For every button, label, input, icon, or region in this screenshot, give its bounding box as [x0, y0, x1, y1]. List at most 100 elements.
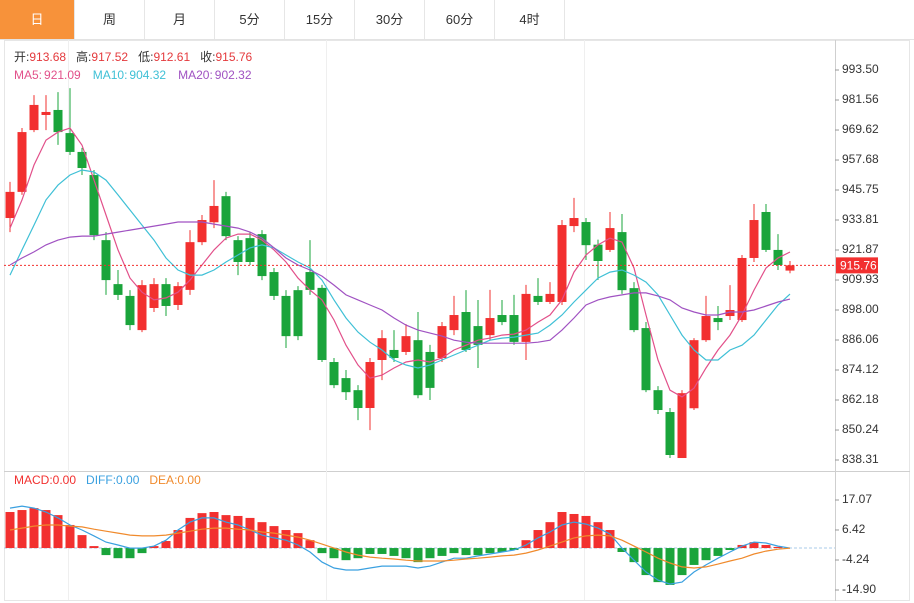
macd-bar	[677, 548, 687, 576]
candle-body	[317, 287, 327, 361]
candle-body	[629, 288, 639, 331]
macd-bar	[449, 548, 459, 554]
y-tick-label: 898.00	[842, 302, 879, 316]
period-tabs: 日周月 5分 15分 30分 60分 4时	[0, 0, 914, 40]
candle-body	[377, 338, 387, 361]
candle-body	[485, 318, 495, 336]
macd-bar	[377, 548, 387, 554]
y-tick-label: 933.81	[842, 212, 879, 226]
candle-body	[689, 340, 699, 409]
candle-body	[5, 191, 15, 219]
macd-bar	[413, 548, 423, 563]
y-tick-label: 6.42	[842, 522, 866, 536]
macd-bar	[161, 541, 171, 549]
candle-body	[521, 293, 531, 342]
legend-value: 921.09	[44, 68, 81, 82]
candle-body	[713, 318, 723, 323]
legend-value: 917.52	[91, 50, 128, 64]
candle-body	[437, 326, 447, 358]
candle-body	[401, 336, 411, 352]
y-tick-label: 969.62	[842, 122, 879, 136]
macd-bar	[89, 546, 99, 549]
macd-bar	[581, 515, 591, 549]
candle-body	[77, 151, 87, 169]
last-price-box	[836, 257, 878, 274]
macd-bar	[209, 512, 219, 549]
macd-bar	[461, 548, 471, 556]
candle-body	[17, 132, 27, 192]
candle-body	[461, 312, 471, 350]
candle-body	[677, 393, 687, 459]
candle-body	[245, 238, 255, 262]
legend-value: 915.76	[215, 50, 252, 64]
candle-body	[353, 390, 363, 409]
macd-bar	[17, 510, 27, 549]
macd-bar	[305, 540, 315, 549]
indicator-line	[9, 505, 791, 585]
legend-label: MA20:	[178, 68, 213, 82]
y-tick-label: 850.24	[842, 422, 879, 436]
macd-bar	[173, 530, 183, 549]
period-tab[interactable]: 5分	[215, 0, 285, 39]
period-tab[interactable]: 周	[75, 0, 145, 39]
macd-bar	[293, 533, 303, 549]
macd-bar	[617, 548, 627, 552]
candle-body	[569, 218, 579, 227]
macd-bar	[113, 548, 123, 559]
candle-body	[533, 295, 543, 302]
y-tick-label: 838.31	[842, 452, 879, 466]
macd-bar	[641, 548, 651, 576]
candle-body	[137, 285, 147, 331]
macd-bar	[605, 530, 615, 549]
macd-bar	[185, 517, 195, 549]
frame	[4, 40, 910, 601]
candle-body	[425, 351, 435, 388]
y-tick-label: 874.12	[842, 362, 879, 376]
indicator-line	[9, 524, 791, 569]
y-tick-label: 957.68	[842, 152, 879, 166]
candle-body	[761, 211, 771, 250]
macd-bar	[701, 548, 711, 561]
period-tab[interactable]: 日	[0, 0, 75, 39]
candle-body	[329, 362, 339, 386]
macd-bar	[77, 535, 87, 549]
macd-bar	[425, 548, 435, 559]
macd-bar	[521, 540, 531, 549]
macd-bar	[221, 515, 231, 549]
y-tick-label: 945.75	[842, 182, 879, 196]
macd-bar	[509, 548, 519, 551]
macd-bar	[497, 548, 507, 552]
period-tab[interactable]: 月	[145, 0, 215, 39]
candle-body	[101, 240, 111, 281]
legend-label: DEA:	[149, 473, 177, 487]
period-tab[interactable]: 15分	[285, 0, 355, 39]
candle-body	[737, 257, 747, 321]
macd-bar	[689, 548, 699, 565]
y-tick-label: 862.18	[842, 392, 879, 406]
candle-body	[749, 220, 759, 258]
candle-body	[149, 284, 159, 308]
indicator-line	[9, 127, 791, 398]
legend-label: 开:	[14, 50, 29, 64]
period-tab[interactable]: 4时	[495, 0, 565, 39]
period-tab[interactable]: 30分	[355, 0, 425, 39]
candle-body	[161, 284, 171, 306]
macd-bar	[557, 512, 567, 549]
candle-body	[197, 220, 207, 243]
macd-bar	[269, 526, 279, 549]
candle-body	[545, 293, 555, 302]
candle-body	[701, 316, 711, 341]
macd-bar	[233, 515, 243, 549]
macd-bar	[341, 548, 351, 561]
legend-value: 904.32	[129, 68, 166, 82]
macd-bar	[281, 530, 291, 549]
period-tab[interactable]: 60分	[425, 0, 495, 39]
macd-bar	[713, 548, 723, 556]
legend-label: MA10:	[93, 68, 128, 82]
macd-bar	[365, 548, 375, 554]
legend-value: 902.32	[215, 68, 252, 82]
y-tick-label: 17.07	[842, 492, 872, 506]
macd-bar	[41, 510, 51, 549]
candle-body	[365, 362, 375, 409]
